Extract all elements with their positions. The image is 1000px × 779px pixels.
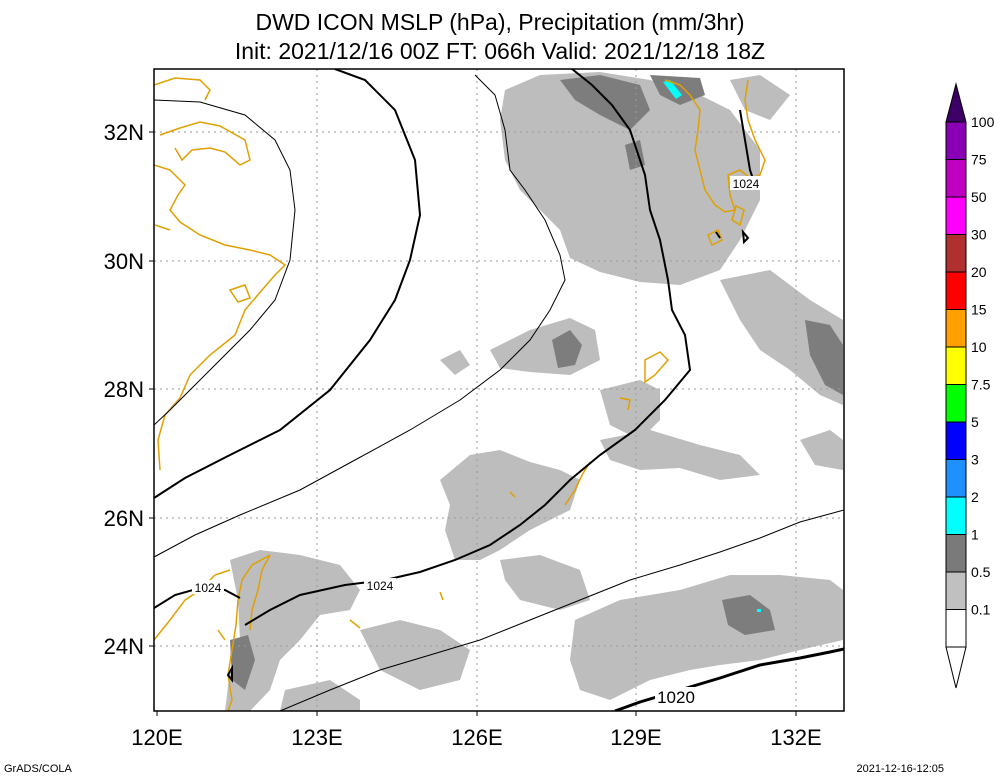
footer-timestamp: 2021-12-16-12:05 — [856, 763, 944, 775]
colorbar-label: 2 — [971, 489, 979, 505]
colorbar-box — [945, 534, 967, 573]
precip-area-south — [570, 575, 843, 700]
colorbar-label: 0.5 — [971, 564, 991, 580]
precip-area-central — [440, 450, 580, 560]
contour-label-1020: 1020 — [657, 688, 695, 707]
coast-taiwan — [227, 554, 271, 711]
lon-label-132e: 132E — [770, 725, 821, 750]
precip-mid-north — [560, 75, 650, 130]
colorbar-top-arrow — [945, 82, 967, 123]
colorbar-label: 3 — [971, 452, 979, 468]
colorbar-bottom-arrow — [945, 646, 967, 689]
isobar-1020-south — [614, 647, 844, 711]
precip-cyan-south — [757, 609, 761, 612]
colorbar-box — [945, 159, 967, 198]
coast-china-yangtze — [159, 121, 251, 166]
lon-label-123e: 123E — [291, 725, 342, 750]
colorbar-label: 7.5 — [971, 377, 991, 393]
precip-area-ne — [730, 75, 790, 120]
gridlines — [154, 69, 844, 711]
colorbar-box — [945, 459, 967, 498]
axis-ticks — [149, 131, 797, 716]
precip-area-mid2 — [440, 350, 470, 375]
coast-ryukyu-mid — [509, 397, 631, 506]
colorbar-label: 20 — [971, 264, 987, 280]
precip-mid-south — [722, 595, 775, 635]
map-title: DWD ICON MSLP (hPa), Precipitation (mm/3… — [255, 9, 745, 35]
plot-frame — [153, 68, 845, 712]
colorbar-box — [945, 271, 967, 310]
colorbar-label: 50 — [971, 189, 987, 205]
isobar-thin-mid — [154, 74, 566, 558]
coast-china-islands — [154, 224, 251, 303]
coast-china-north — [154, 77, 211, 101]
isobar-thin-west — [154, 99, 296, 426]
precip-cyan-north — [663, 80, 682, 99]
colorbar-box — [945, 234, 967, 273]
colorbar-label: 5 — [971, 414, 979, 430]
lon-label-129e: 129E — [610, 725, 661, 750]
colorbar-label: 10 — [971, 339, 987, 355]
lat-label-24n: 24N — [104, 634, 144, 659]
colorbar-box — [945, 309, 967, 348]
contour-label-1024-sw: 1024 — [195, 581, 222, 595]
lat-label-32n: 32N — [104, 120, 144, 145]
precip-area-mid3 — [600, 380, 660, 440]
coast-ryukyu-south — [217, 591, 444, 641]
colorbar-box — [945, 384, 967, 423]
precip-mid-areas — [230, 75, 843, 690]
colorbar: 100 75 50 30 20 15 10 7.5 5 3 2 1 0.5 0.1 — [945, 82, 995, 689]
contour-labels: 1024 1024 1024 1020 — [192, 176, 762, 707]
colorbar-box — [945, 609, 967, 648]
precip-mid-center — [552, 330, 582, 368]
coast-kyushu-islands — [707, 204, 745, 247]
lat-label-26n: 26N — [104, 506, 144, 531]
lon-label-120e: 120E — [131, 725, 182, 750]
precip-area-east — [720, 270, 843, 405]
colorbar-label: 0.1 — [971, 602, 991, 618]
precip-area-sw — [225, 550, 360, 711]
precip-area-mid4 — [600, 430, 760, 480]
precip-area-e2 — [800, 430, 843, 470]
colorbar-label: 30 — [971, 227, 987, 243]
footer-left: GrADS/COLA — [4, 763, 72, 775]
precip-mid-east — [805, 320, 843, 395]
coastlines — [154, 77, 766, 711]
colorbar-label: 100 — [971, 114, 995, 130]
coast-ryukyu-north — [644, 351, 670, 384]
isobar-thin-south — [279, 509, 844, 711]
colorbar-label: 1 — [971, 527, 979, 543]
lat-labels: 32N 30N 28N 26N 24N — [104, 120, 144, 659]
contour-label-1024-mid: 1024 — [367, 579, 394, 593]
colorbar-box — [945, 121, 967, 160]
precip-area-sw2 — [360, 620, 470, 690]
colorbar-box — [945, 571, 967, 610]
lat-label-30n: 30N — [104, 249, 144, 274]
coast-fujian — [154, 569, 231, 641]
colorbar-box — [945, 496, 967, 535]
isobar-1024-taiwan — [226, 228, 750, 683]
precip-mid-sw — [230, 635, 255, 690]
lon-label-126e: 126E — [451, 725, 502, 750]
colorbar-label: 75 — [971, 152, 987, 168]
contour-label-1024-kyushu: 1024 — [733, 177, 760, 191]
precip-area-sw3 — [280, 680, 360, 711]
precip-cyan-spots — [663, 80, 761, 612]
precip-area-central2 — [500, 555, 590, 610]
colorbar-box — [945, 421, 967, 460]
isobar-1024-west — [154, 69, 422, 499]
precip-light-areas — [225, 72, 843, 711]
coast-china-east — [154, 164, 287, 471]
colorbar-box — [945, 196, 967, 235]
lat-label-28n: 28N — [104, 377, 144, 402]
colorbar-box — [945, 346, 967, 385]
precip-area-north — [500, 72, 760, 285]
lon-labels: 120E 123E 126E 129E 132E — [131, 725, 821, 750]
colorbar-label: 15 — [971, 302, 987, 318]
map-subtitle: Init: 2021/12/16 00Z FT: 066h Valid: 202… — [234, 38, 766, 64]
